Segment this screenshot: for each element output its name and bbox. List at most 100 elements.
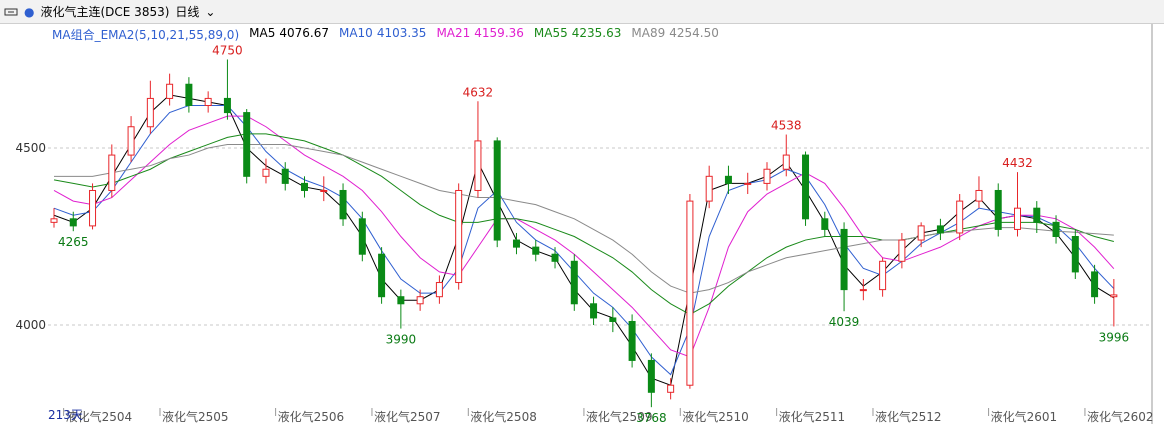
ma-line (53, 94, 1115, 386)
candle-body (532, 246, 540, 255)
candle-body (185, 83, 193, 107)
legend: MA组合_EMA2(5,10,21,55,89,0) MA5 4076.67 MA1… (52, 26, 719, 43)
legend-value: 4235.63 (571, 26, 622, 40)
candle-body (1091, 271, 1099, 298)
candle-body (320, 189, 328, 192)
legend-value: 4159.36 (474, 26, 524, 40)
day-count: 213天 (48, 408, 83, 422)
x-tick-label: 液化气2512 (875, 409, 942, 424)
dot: ● (24, 4, 35, 19)
candle-body (127, 126, 135, 156)
candle-body (474, 140, 482, 191)
candle-body (936, 225, 944, 234)
candle-body (1071, 236, 1079, 273)
candle-body (435, 282, 443, 298)
extreme-label: 3990 (386, 333, 417, 347)
legend-name: MA89 (631, 26, 666, 40)
candle-body (397, 296, 405, 305)
caret: ⌄ (205, 4, 216, 19)
legend-name: MA10 (338, 26, 373, 40)
icon (4, 8, 18, 15)
x-tick-label: 液化气2508 (470, 409, 537, 424)
candle-body (879, 260, 887, 291)
candle-body (551, 253, 559, 262)
legend-name: MA5 (249, 26, 276, 40)
candle-body (744, 182, 752, 185)
candle-body (840, 228, 848, 291)
candle-body (50, 218, 58, 223)
legend-value: 4076.67 (279, 26, 329, 40)
extreme-label: 4432 (1002, 156, 1033, 170)
candle-body (358, 218, 366, 255)
candle-body (1033, 207, 1041, 223)
candle-body (281, 168, 289, 184)
candle-body (590, 303, 598, 319)
x-tick-label: 液化气2509 (586, 409, 653, 424)
candle-body (1110, 294, 1118, 298)
candle-body (956, 200, 964, 234)
candle-body (917, 225, 925, 241)
legend-name: MA55 (533, 26, 568, 40)
y-tick-label: 4500 (15, 141, 46, 155)
legend-entry[interactable]: MA89 4254.50 (631, 26, 718, 43)
candle-body (975, 189, 983, 202)
candle-body (686, 200, 694, 386)
legend-value: 4103.35 (376, 26, 427, 40)
candle-body (570, 260, 578, 305)
candle-body (667, 384, 675, 393)
candle-body (204, 97, 212, 107)
y-tick-label: 4000 (15, 318, 46, 332)
x-tick-label: 液化气2505 (162, 409, 229, 424)
extreme-label: 4265 (58, 235, 89, 249)
ma-line (53, 115, 1115, 358)
legend-entry[interactable]: MA21 4159.36 (436, 26, 523, 43)
extreme-label: 4538 (771, 119, 802, 133)
extreme-label: 4632 (463, 85, 494, 99)
candle-body (647, 359, 655, 393)
candle-body (166, 83, 174, 99)
x-tick-label: 液化气2504 (66, 409, 133, 424)
legend-entry[interactable]: MA10 4103.35 (339, 26, 426, 43)
legend-entry[interactable]: MA55 4235.63 (534, 26, 621, 43)
candle-body (455, 189, 463, 284)
candle-body (378, 253, 386, 298)
candle-body (301, 182, 309, 191)
candle-body (223, 97, 231, 114)
candle-body (994, 189, 1002, 230)
x-tick-label: 液化气2602 (1087, 409, 1154, 424)
ma-line (53, 105, 1115, 376)
legend-name: MA21 (436, 26, 471, 40)
candle-body (763, 168, 771, 184)
toolbar: ● 液化气主连(DCE 3853) 日线 ⌄ (0, 0, 1164, 24)
candle-body (705, 175, 713, 202)
symbol[interactable]: 液化气主连(DCE 3853) (40, 5, 170, 19)
extreme-label: 3996 (1099, 330, 1130, 344)
legend-entry[interactable]: MA5 4076.67 (249, 26, 329, 43)
extreme-label: 3768 (636, 411, 667, 424)
x-tick-label: 液化气2510 (682, 409, 749, 424)
x-tick-label: 液化气2511 (779, 409, 846, 424)
legend-value: 4254.50 (669, 26, 719, 40)
period[interactable]: 日线 (175, 5, 200, 19)
extreme-label: 4750 (212, 43, 243, 57)
candle-body (628, 320, 636, 361)
ma-line (54, 143, 1114, 294)
indicator[interactable]: MA组合_EMA2(5,10,21,55,89,0) (52, 28, 240, 42)
candle-body (512, 239, 520, 248)
candle-body (821, 218, 829, 230)
candle-body (339, 189, 347, 220)
candle-body (782, 154, 790, 170)
candle-body (108, 154, 116, 191)
candle-body (898, 239, 906, 262)
candle-body (1052, 221, 1060, 238)
candle-body (802, 154, 810, 220)
candle-body (1014, 207, 1021, 230)
x-tick-label: 液化气2507 (374, 409, 441, 424)
candle-body (859, 289, 867, 292)
candle-body (146, 97, 154, 128)
candle-body (89, 189, 97, 227)
candle-body (416, 296, 424, 305)
x-tick-label: 液化气2601 (991, 409, 1058, 424)
